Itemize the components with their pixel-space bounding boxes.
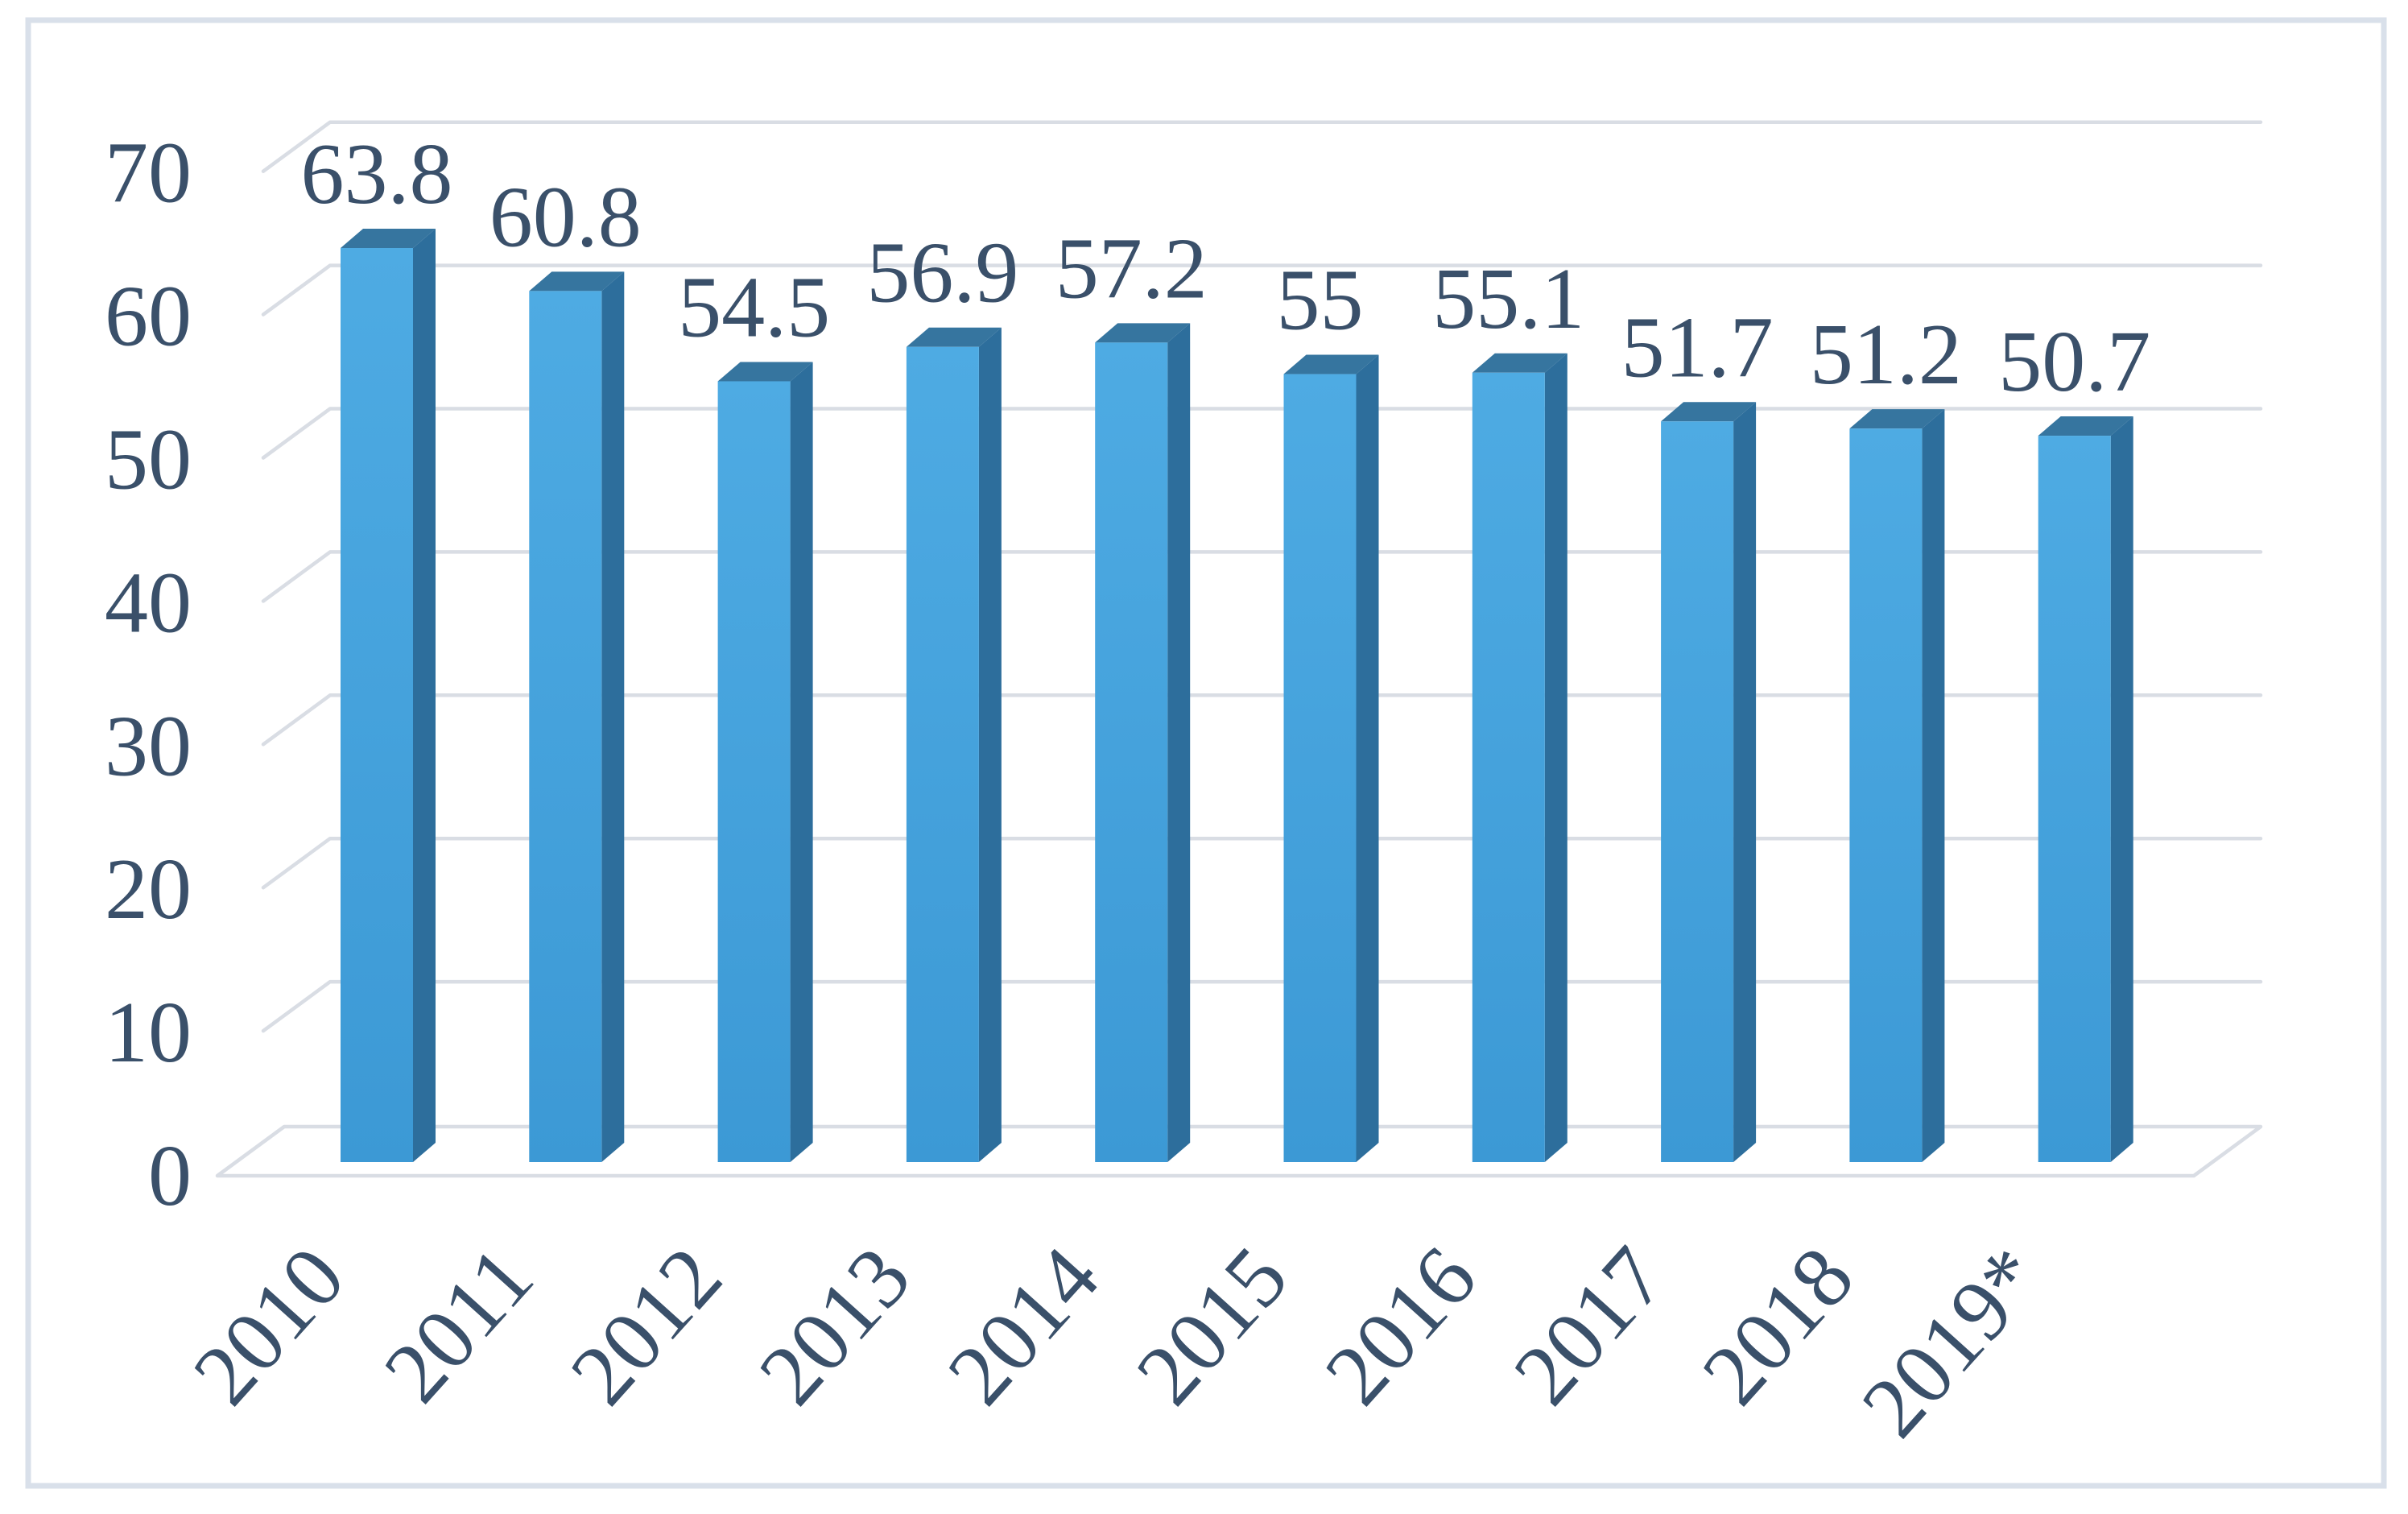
gridline <box>261 979 2263 1033</box>
bar-side-face <box>601 271 625 1162</box>
bar-column-2014: 57.2 <box>1055 221 1208 1162</box>
bar-column-2018: 51.2 <box>1810 307 1962 1163</box>
bar-side-face <box>1922 409 1945 1163</box>
bar-value-label: 51.7 <box>1621 300 1774 395</box>
x-axis-category-label: 2018 <box>1684 1229 1872 1422</box>
x-axis-category-label: 2011 <box>366 1229 551 1420</box>
x-axis-category-label: 2014 <box>930 1229 1117 1422</box>
bar-front-face <box>1472 372 1545 1162</box>
bar-column-2013: 56.9 <box>866 225 1018 1162</box>
bar-value-label: 55 <box>1277 253 1364 349</box>
bar-value-label: 50.7 <box>1998 314 2150 410</box>
bar-front-face <box>1849 428 1923 1162</box>
gridline <box>261 407 2263 460</box>
y-axis-tick-label: 60 <box>105 269 192 365</box>
bar-column-2015: 55 <box>1277 253 1379 1162</box>
x-axis-category-label: 2016 <box>1307 1229 1495 1422</box>
bar-side-face <box>1733 402 1757 1163</box>
bar-front-face <box>341 247 413 1162</box>
bar-side-face <box>790 362 813 1162</box>
bar-side-face <box>413 228 436 1162</box>
bar-column-2019*: 50.7 <box>1998 314 2150 1162</box>
bar-front-face <box>906 346 979 1162</box>
y-axis-tick-label: 30 <box>105 698 192 794</box>
gridline <box>261 120 2263 173</box>
bar-top-face <box>717 362 813 382</box>
bar-front-face <box>1661 421 1734 1162</box>
x-axis-category-label: 2013 <box>741 1229 929 1422</box>
bar-column-2012: 54.5 <box>678 259 830 1162</box>
bar-front-face <box>2038 436 2111 1162</box>
bar-top-face <box>1661 402 1757 422</box>
x-axis-category-label: 2010 <box>176 1229 363 1422</box>
bar-side-face <box>1167 323 1191 1162</box>
bar-side-face <box>1544 353 1567 1162</box>
bar-value-label: 56.9 <box>866 225 1018 321</box>
bar-value-label: 51.2 <box>1810 307 1962 403</box>
bar-front-face <box>1283 374 1357 1162</box>
bar-value-label: 63.8 <box>301 126 453 222</box>
gridline <box>261 693 2263 747</box>
bar-side-face <box>1356 354 1379 1162</box>
chart-floor <box>215 1124 2263 1178</box>
bar-front-face <box>1095 342 1168 1162</box>
chart-frame-border <box>25 17 2387 1489</box>
x-axis-category-label: 2015 <box>1118 1229 1306 1422</box>
bar-top-face <box>906 327 1002 347</box>
bar-top-face <box>341 228 436 248</box>
x-axis-category-label: 2019* <box>1844 1229 2060 1454</box>
y-axis-tick-label: 0 <box>148 1128 192 1224</box>
y-axis-tick-label: 10 <box>105 985 192 1081</box>
bar-side-face <box>2110 416 2133 1162</box>
bar-value-label: 54.5 <box>678 259 830 355</box>
bar-top-face <box>1095 323 1191 343</box>
y-axis-tick-label: 50 <box>105 412 192 508</box>
bar-value-label: 57.2 <box>1055 221 1208 316</box>
bar-top-face <box>2038 416 2133 436</box>
x-axis-category-label: 2017 <box>1496 1229 1683 1422</box>
bar-column-2011: 60.8 <box>489 169 642 1162</box>
bar-top-face <box>1472 353 1567 373</box>
bar-column-2016: 55.1 <box>1432 251 1584 1162</box>
x-axis-category-label: 2012 <box>552 1229 740 1422</box>
bar-front-face <box>529 291 602 1162</box>
bar-top-face <box>529 271 625 292</box>
y-axis-tick-label: 70 <box>105 126 192 221</box>
gridline <box>261 550 2263 603</box>
bar-column-2010: 63.8 <box>301 126 453 1162</box>
bar-side-face <box>978 327 1002 1162</box>
gridline <box>261 263 2263 316</box>
bar-value-label: 55.1 <box>1432 251 1584 347</box>
bar-top-face <box>1283 354 1379 374</box>
bar-value-label: 60.8 <box>489 169 642 265</box>
y-axis-tick-label: 20 <box>105 842 192 937</box>
gridline <box>261 836 2263 890</box>
bar-front-face <box>717 381 791 1162</box>
y-axis-tick-label: 40 <box>105 555 192 651</box>
bar-top-face <box>1849 409 1945 429</box>
bar-column-2017: 51.7 <box>1621 300 1774 1163</box>
